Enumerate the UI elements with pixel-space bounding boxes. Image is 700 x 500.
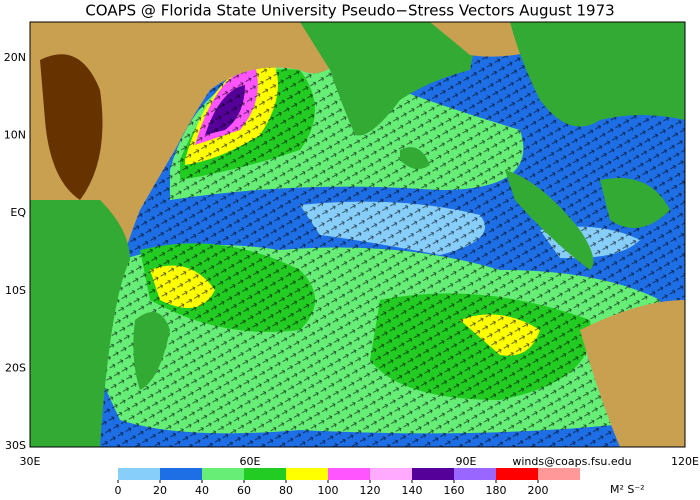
colorbar-swatch xyxy=(118,468,160,480)
borneo xyxy=(600,178,670,228)
india xyxy=(300,22,480,136)
lat-labels: 20N 10N EQ 10S 20S 30S xyxy=(4,51,27,452)
sri-lanka xyxy=(400,147,430,169)
se-asia xyxy=(510,22,685,127)
lat-label: 30S xyxy=(5,439,26,452)
colorbar-unit: M² S⁻² xyxy=(610,483,645,496)
africa-arabia xyxy=(30,22,340,447)
colorbar-label: 180 xyxy=(486,484,507,497)
colorbar-swatch xyxy=(538,468,580,480)
colorbar-label: 0 xyxy=(115,484,122,497)
australia xyxy=(580,300,685,447)
colorbar-label: 160 xyxy=(444,484,465,497)
colorbar-swatch xyxy=(370,468,412,480)
colorbar-swatch xyxy=(454,468,496,480)
colorbar-swatch xyxy=(202,468,244,480)
land xyxy=(30,200,130,447)
sumatra xyxy=(505,170,594,270)
colorbar-label: 200 xyxy=(528,484,549,497)
colorbar-label: 20 xyxy=(153,484,167,497)
lon-label: 90E xyxy=(456,455,477,468)
colorbar-swatch xyxy=(412,468,454,480)
colorbar-swatch xyxy=(328,468,370,480)
colorbar-label: 40 xyxy=(195,484,209,497)
lon-label: 120E xyxy=(671,455,699,468)
map xyxy=(30,22,685,447)
colorbar-label: 140 xyxy=(402,484,423,497)
madagascar xyxy=(133,312,170,390)
lat-label: 10S xyxy=(5,284,26,297)
lon-labels: 30E 60E 90E 120E xyxy=(20,455,699,468)
colorbar: 0 20 40 60 80 100 120 140 160 180 200 xyxy=(115,468,580,497)
colorbar-label: 120 xyxy=(360,484,381,497)
lat-label: 20N xyxy=(4,51,26,64)
colorbar-swatch xyxy=(496,468,538,480)
colorbar-swatch xyxy=(286,468,328,480)
colorbar-label: 60 xyxy=(237,484,251,497)
lon-label: 30E xyxy=(20,455,41,468)
highlands xyxy=(40,54,103,201)
colorbar-label: 100 xyxy=(318,484,339,497)
lat-label: EQ xyxy=(10,206,26,219)
colorbar-swatch xyxy=(160,468,202,480)
map-frame xyxy=(29,21,686,448)
colorbar-swatch xyxy=(244,468,286,480)
colorbar-label: 80 xyxy=(279,484,293,497)
lat-label: 20S xyxy=(5,361,26,374)
lat-label: 10N xyxy=(4,129,26,142)
credit: winds@coaps.fsu.edu xyxy=(512,455,631,468)
lon-label: 60E xyxy=(240,455,261,468)
title: COAPS @ Florida State University Pseudo−… xyxy=(85,2,614,20)
